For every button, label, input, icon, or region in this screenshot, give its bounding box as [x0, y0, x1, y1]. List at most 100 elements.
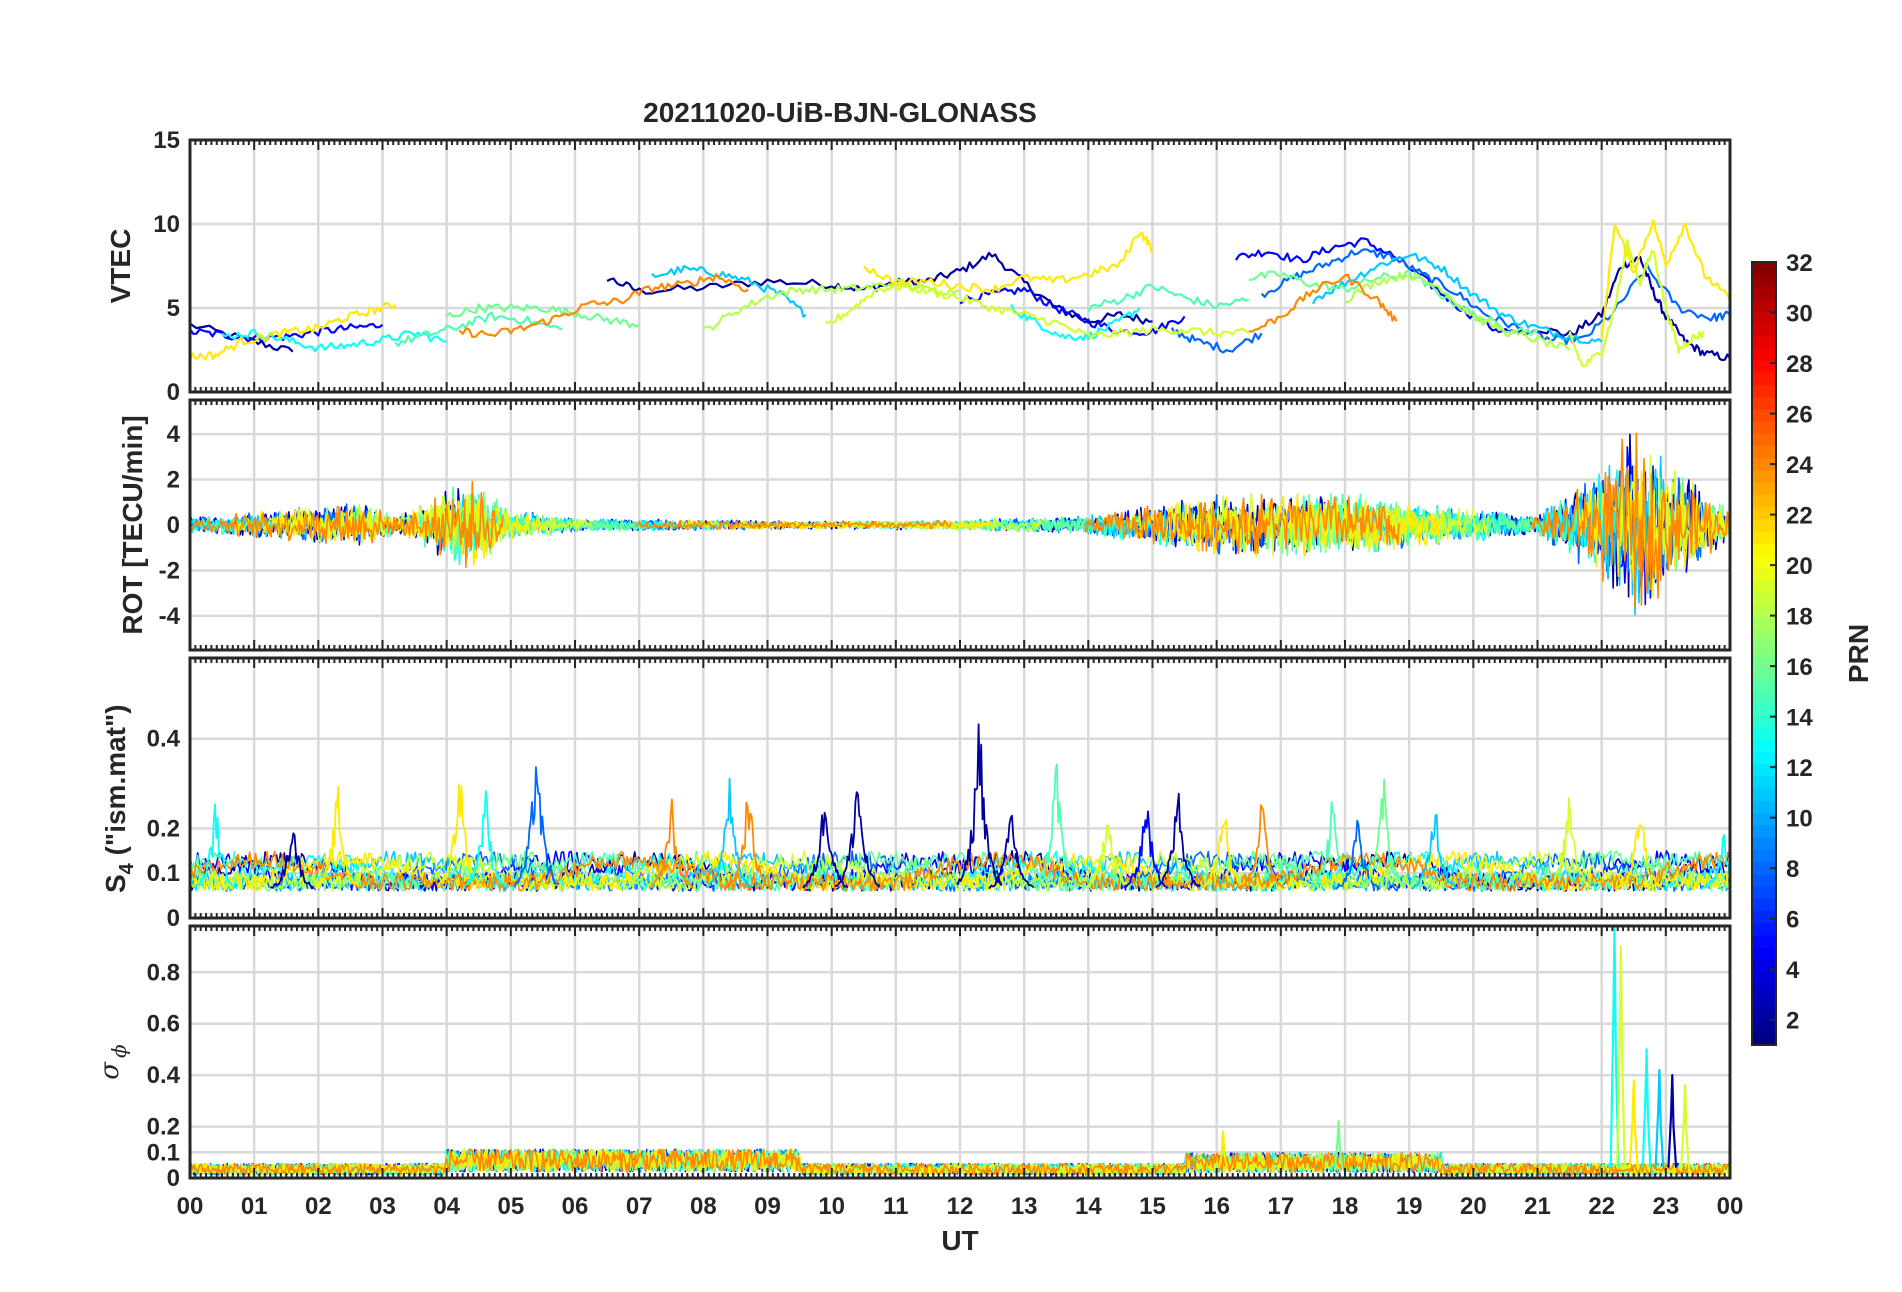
y-tick-label: 0.1 [147, 1139, 180, 1166]
x-tick-label: 13 [1011, 1193, 1038, 1220]
vtec-series-prn-2 [606, 251, 1153, 325]
colorbar-frame [1751, 261, 1777, 1046]
x-tick-label: 02 [305, 1193, 332, 1220]
colorbar-tick-label: 14 [1786, 705, 1813, 732]
y-tick-label: 10 [153, 211, 180, 238]
s4-spike-prn-2 [1155, 792, 1202, 888]
x-tick-label: 01 [241, 1193, 268, 1220]
y-tick-label: -2 [159, 557, 180, 584]
panel-sigma_phi: 00.10.2 0.4 0.6 0.8 σϕ [95, 924, 1732, 1192]
vtec-series-prn-11 [651, 265, 807, 318]
colorbar-cell [1752, 286, 1776, 300]
x-tick-label: 07 [626, 1193, 653, 1220]
s4-spike-prn-21 [1617, 824, 1663, 890]
y-tick-label: 2 [167, 467, 180, 494]
colorbar-cell [1752, 310, 1776, 324]
s4-spike-prn-15 [1309, 801, 1355, 890]
rot-series-prn-24 [635, 519, 952, 531]
vtec-series-prn-15 [1087, 283, 1250, 313]
colorbar-cell [1752, 567, 1776, 581]
x-tick-label: 11 [883, 1193, 908, 1220]
vtec-series-prn-16 [1248, 269, 1538, 336]
y-tick-label: 0 [167, 512, 180, 539]
colorbar-cell [1752, 763, 1776, 777]
s4-spike-prn-11 [705, 777, 752, 889]
x-tick-label: 16 [1203, 1193, 1230, 1220]
x-tick-label: 10 [818, 1193, 845, 1220]
vtec-series-prn-5 [190, 322, 384, 343]
rot-series-prn-21 [1576, 465, 1730, 587]
chart-title: 20211020-UiB-BJN-GLONASS [643, 97, 1037, 128]
colorbar-cell [1752, 1020, 1776, 1034]
s4-spike-prn-21 [1199, 819, 1246, 889]
series-group [190, 219, 1730, 368]
colorbar-cell [1752, 457, 1776, 471]
colorbar-tick-label: 30 [1786, 301, 1813, 328]
sigma-spike-prn-13 [1609, 926, 1620, 1168]
x-tick-label: 22 [1588, 1193, 1615, 1220]
y-label-subscript: ϕ [107, 1044, 131, 1058]
vtec-series-prn-2 [1537, 255, 1730, 362]
colorbar-cell [1752, 359, 1776, 373]
colorbar-cell [1752, 653, 1776, 667]
rot-series-prn-24 [1531, 432, 1730, 608]
series-group [190, 723, 1730, 892]
colorbar-cell [1752, 714, 1776, 728]
colorbar-tick-label: 4 [1786, 957, 1800, 984]
y-tick-label: 0.2 [147, 1114, 180, 1141]
colorbar-cell [1752, 396, 1776, 410]
vtec-series-prn-21 [190, 302, 397, 361]
y-tick-label: 15 [153, 127, 180, 154]
sigma-spike-prn-16 [1333, 1120, 1344, 1168]
colorbar-cell [1752, 298, 1776, 312]
colorbar-cell [1752, 482, 1776, 496]
s4-spike-prn-13 [192, 803, 238, 889]
colorbar-cell [1752, 922, 1776, 936]
vtec-series-prn-18 [1344, 271, 1571, 351]
y-tick-label: 5 [167, 295, 180, 322]
colorbar-cell [1752, 433, 1776, 447]
s4-spike-prn-24 [725, 801, 771, 889]
x-tick-label: 12 [947, 1193, 974, 1220]
colorbar-cell [1752, 592, 1776, 606]
y-label-main: σ [95, 1061, 125, 1080]
y-axis-label: σϕ [95, 1044, 131, 1080]
colorbar-cell [1752, 262, 1776, 275]
colorbar-cell [1752, 690, 1776, 704]
s4-spike-prn-2 [834, 791, 881, 888]
colorbar-tick-label: 8 [1786, 856, 1799, 883]
s4-spike-prn-8 [1334, 819, 1381, 890]
s4-series-prn-19 [190, 850, 1729, 892]
colorbar-cell [1752, 677, 1776, 691]
colorbar-cell [1752, 739, 1776, 752]
colorbar-cell [1752, 421, 1776, 434]
x-tick-label: 00 [1717, 1193, 1744, 1220]
y-label-suffix: ("ism.mat") [100, 704, 131, 863]
colorbar-cell [1752, 555, 1776, 569]
colorbar-label: PRN [1843, 624, 1874, 683]
sigma-spike-prn-21 [1628, 1079, 1639, 1168]
sigma-spike-prn-2 [1667, 1073, 1678, 1168]
colorbar-cell [1752, 518, 1776, 532]
y-tick-label: 0 [167, 905, 180, 932]
colorbar-cell [1752, 726, 1776, 740]
colorbar-cell [1752, 580, 1776, 593]
colorbar-cell [1752, 947, 1776, 960]
s4-spike-prn-21 [314, 785, 360, 889]
colorbar-cell [1752, 347, 1776, 361]
vtec-series-prn-19 [825, 282, 1250, 339]
vtec-series-prn-13 [1010, 304, 1141, 342]
rot-series-prn-24 [190, 480, 504, 569]
colorbar-cell [1752, 812, 1776, 826]
panel-rot: -4 -2 0 2 4 ROT [TECU/min] [117, 398, 1732, 652]
colorbar-cell [1752, 1008, 1776, 1022]
s4-spike-prn-2 [988, 814, 1035, 890]
vtec-series-prn-19 [1568, 239, 1705, 368]
vtec-series-prn-15 [394, 311, 563, 348]
s4-spike-prn-8 [513, 766, 560, 887]
x-tick-label: 14 [1075, 1193, 1102, 1220]
colorbar-tick-label: 6 [1786, 907, 1799, 934]
colorbar-cell [1752, 788, 1776, 801]
x-tick-label: 05 [497, 1193, 524, 1220]
